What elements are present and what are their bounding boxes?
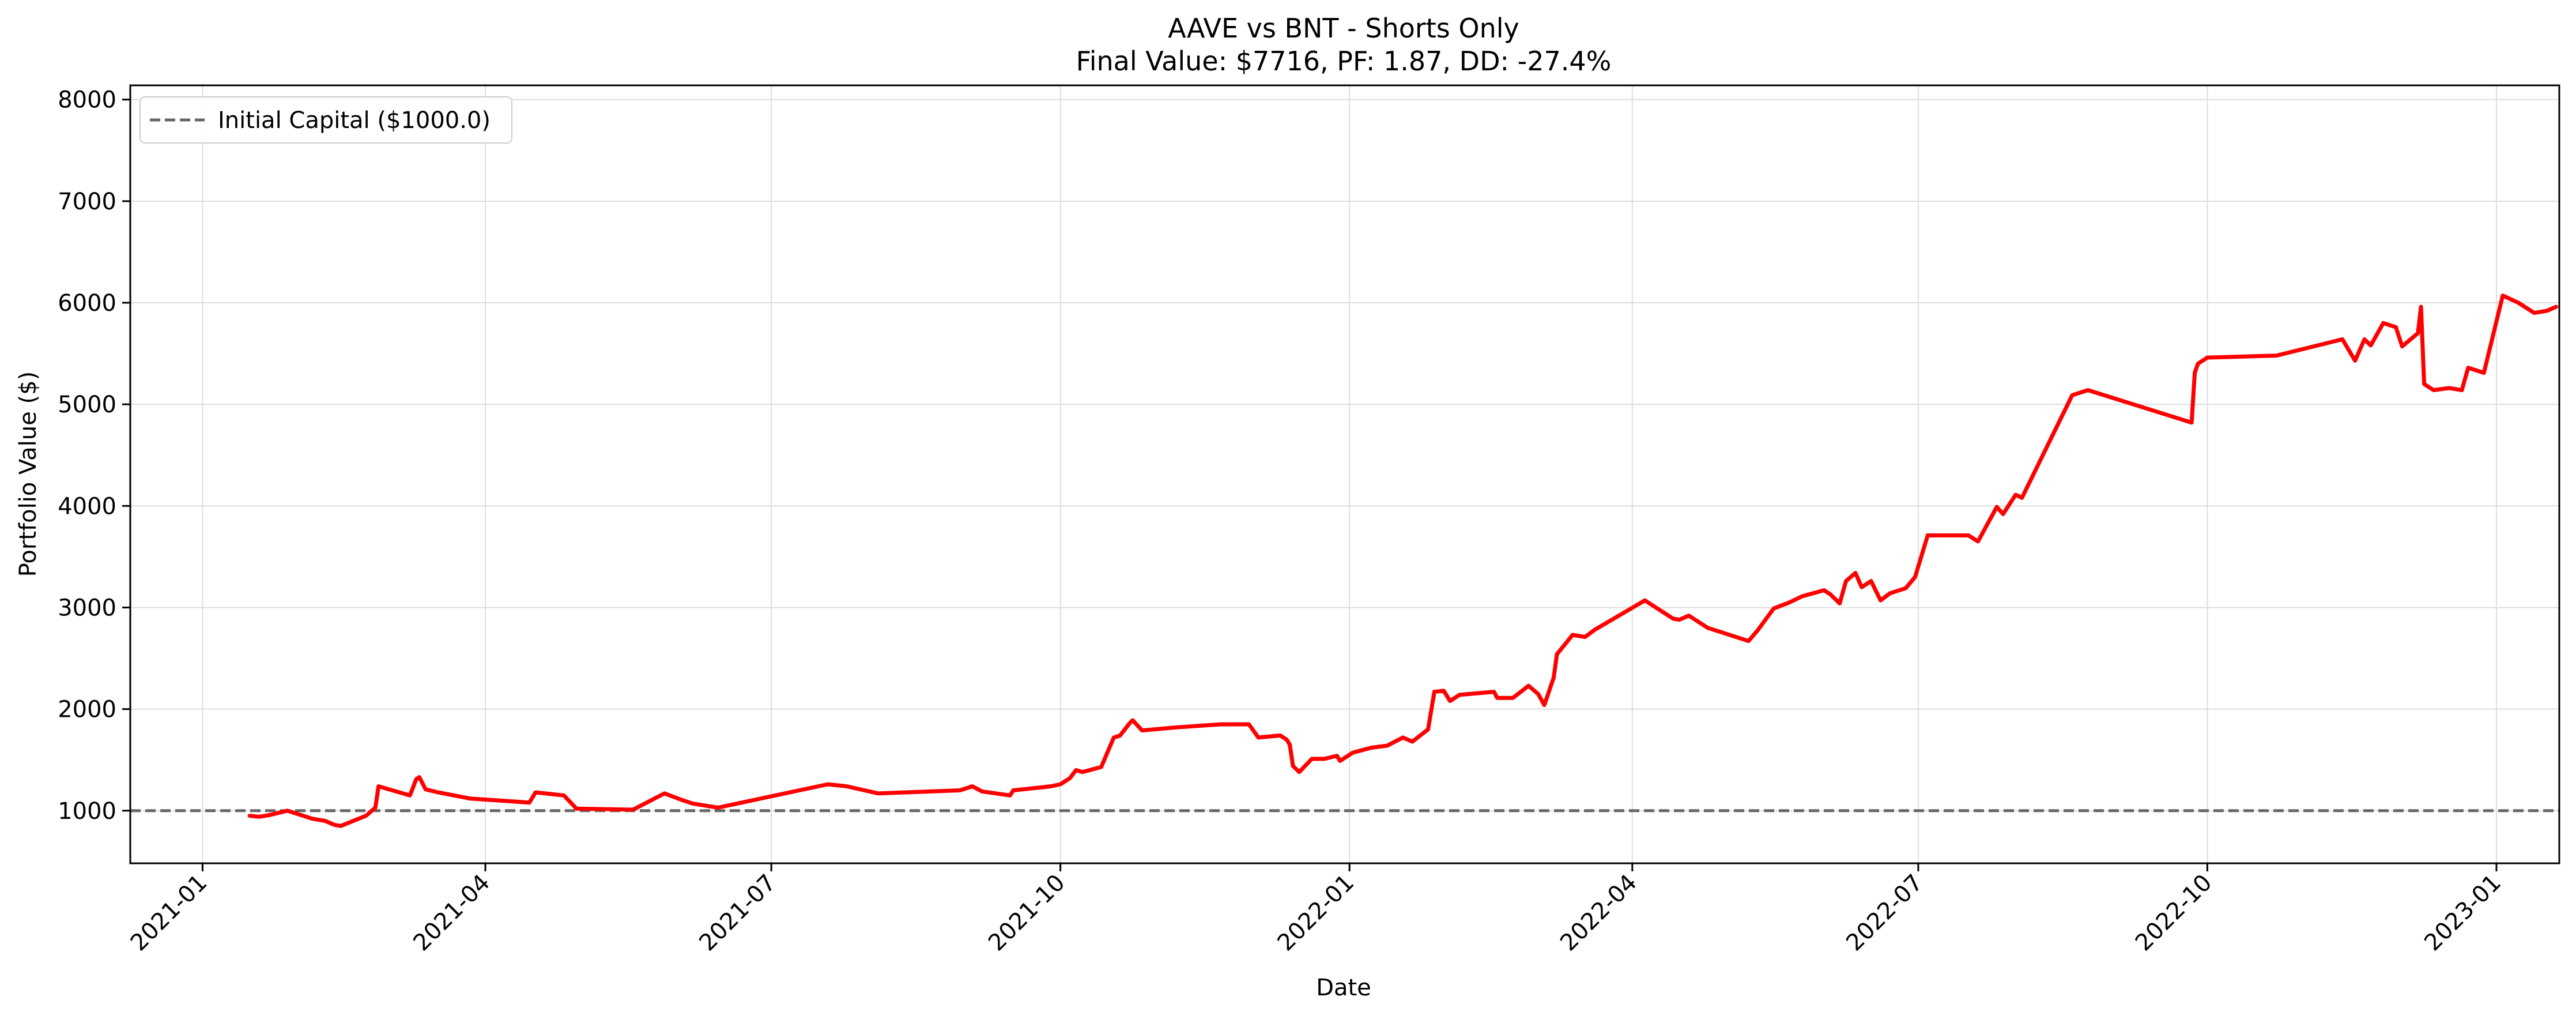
y-tick-label: 2000 (58, 697, 116, 723)
y-tick-label: 8000 (58, 87, 116, 114)
legend: Initial Capital ($1000.0) (139, 96, 512, 144)
y-tick-label: 1000 (58, 798, 116, 825)
chart-subtitle: Final Value: $7716, PF: 1.87, DD: -27.4% (1076, 46, 1612, 77)
y-tick-label: 7000 (58, 189, 116, 215)
y-tick-label: 4000 (58, 493, 116, 520)
y-tick-label: 5000 (58, 392, 116, 418)
x-axis-label: Date (1316, 975, 1371, 1001)
y-tick-label: 6000 (58, 290, 116, 317)
y-tick-label: 3000 (58, 595, 116, 621)
series-layer (247, 294, 2558, 828)
y-axis-label: Portfolio Value ($) (15, 371, 42, 577)
legend-label-initial-capital: Initial Capital ($1000.0) (218, 107, 491, 134)
portfolio-value-line (247, 294, 2558, 828)
plot-frame (129, 84, 2560, 864)
chart-title: AAVE vs BNT - Shorts Only (1168, 13, 1519, 44)
legend-box (139, 96, 512, 144)
